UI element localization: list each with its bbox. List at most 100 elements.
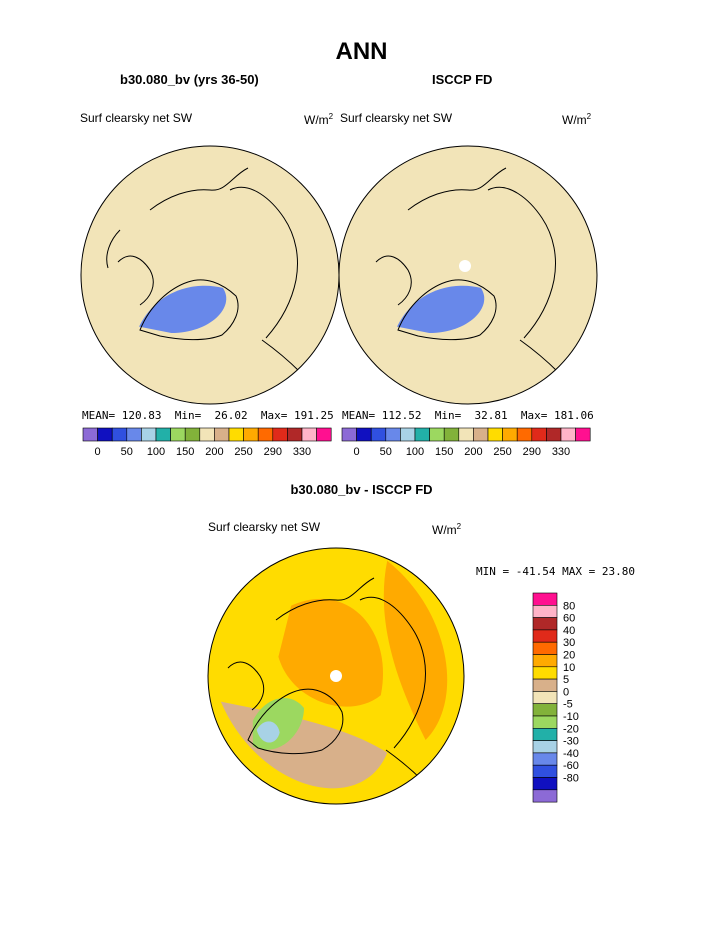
colorbar-tick-label: 200 <box>205 446 223 458</box>
colorbar-tick-label: 290 <box>523 446 541 458</box>
colorbar-tick-label: -80 <box>563 773 579 785</box>
colorbar-cell <box>141 427 157 442</box>
colorbar-cell <box>458 427 474 442</box>
colorbar-tick-label: -60 <box>563 760 579 772</box>
colorbar-cell <box>516 427 533 442</box>
colorbar-cell <box>97 427 113 442</box>
colorbar-tick-label: 0 <box>95 446 101 458</box>
colorbar-tick-label: 330 <box>552 446 570 458</box>
colorbar-cell <box>287 427 303 442</box>
colorbar-cell <box>414 427 430 442</box>
colorbar-tick-label: 20 <box>563 650 575 662</box>
colorbar-cell <box>532 629 558 643</box>
colorbar-cell <box>532 764 558 778</box>
colorbar-cell <box>575 427 591 442</box>
map-zone-north-pacific <box>383 560 448 740</box>
panel3-stats: MIN = -41.54 MAX = 23.80 <box>476 565 635 578</box>
colorbar-cell <box>531 427 547 442</box>
colorbar-cell <box>341 427 357 442</box>
colorbar-tick-label: 30 <box>563 637 575 649</box>
colorbar-tick-label: 290 <box>264 446 282 458</box>
colorbar-cell <box>532 691 558 705</box>
panel3-map-border <box>207 547 465 805</box>
map-zone-greenland <box>139 285 227 334</box>
colorbar-cell <box>532 604 558 618</box>
panel1-stats: MEAN= 120.83 Min= 26.02 Max= 191.25 <box>82 409 334 422</box>
colorbar-cell <box>385 427 401 442</box>
panel2-map-border <box>338 145 598 405</box>
panel2-stats: MEAN= 112.52 Min= 32.81 Max= 181.06 <box>342 409 594 422</box>
colorbar-tick-label: 0 <box>354 446 360 458</box>
colorbar-cell <box>532 777 558 791</box>
colorbar-cell <box>228 427 244 442</box>
colorbar-cell <box>400 427 416 442</box>
panel2-variable: Surf clearsky net SW <box>340 111 453 125</box>
colorbar-cell <box>532 617 558 631</box>
colorbar-tick-label: 5 <box>563 674 569 686</box>
colorbar-cell <box>502 427 518 442</box>
colorbar-tick-label: 10 <box>563 662 575 674</box>
colorbar-tick-label: 40 <box>563 625 575 637</box>
colorbar-cell <box>370 427 387 442</box>
colorbar-cell <box>532 654 558 668</box>
map-zone-central-arctic <box>278 598 383 707</box>
colorbar-cell <box>214 427 230 442</box>
panel1-variable: Surf clearsky net SW <box>80 111 193 125</box>
colorbar-cell <box>473 427 489 442</box>
panel2-subtitle: ISCCP FD <box>432 72 493 87</box>
panel2-map <box>339 146 597 404</box>
colorbar-tick-label: 80 <box>563 600 575 612</box>
colorbar-cell <box>532 789 558 803</box>
map-zone-outer-rim <box>339 146 597 404</box>
panel1-units: W/m2 <box>304 112 334 127</box>
colorbar-tick-label: -30 <box>563 736 579 748</box>
colorbar-tick-label: 150 <box>176 446 194 458</box>
panel1-subtitle: b30.080_bv (yrs 36-50) <box>120 72 259 87</box>
colorbar-cell <box>155 427 171 442</box>
colorbar-cell <box>443 427 460 442</box>
panel3-subtitle: b30.080_bv - ISCCP FD <box>290 482 433 497</box>
colorbar-tick-label: 200 <box>464 446 482 458</box>
colorbar-tick-label: 250 <box>234 446 252 458</box>
map-zone-greenland <box>397 285 485 334</box>
panel2-coastlines <box>375 167 559 373</box>
colorbar-cell <box>532 592 558 606</box>
colorbar-cell <box>429 427 445 442</box>
map-zone-outer-rim <box>81 146 339 404</box>
colorbar-tick-label: 250 <box>493 446 511 458</box>
page-title: ANN <box>335 38 388 65</box>
panel3-variable: Surf clearsky net SW <box>208 520 321 534</box>
colorbar-cell <box>532 666 558 680</box>
colorbar-tick-label: 100 <box>406 446 424 458</box>
colorbar-cell <box>532 715 558 729</box>
panel3-pole-hole <box>330 670 342 682</box>
panel2-pole-hole <box>459 260 471 272</box>
panel1-coastlines <box>106 167 301 373</box>
panel1-map <box>81 146 339 404</box>
colorbar-cell <box>532 678 558 692</box>
colorbar-tick-label: 50 <box>380 446 392 458</box>
colorbar-cell <box>126 427 142 442</box>
colorbar-cell <box>532 703 558 717</box>
colorbar-tick-label: 60 <box>563 613 575 625</box>
colorbar-cell <box>257 427 274 442</box>
colorbar-cell <box>301 427 317 442</box>
colorbar-cell <box>170 427 186 442</box>
colorbar-cell <box>199 427 215 442</box>
colorbar-tick-label: -10 <box>563 711 579 723</box>
colorbar-cell <box>532 641 558 655</box>
colorbar-tick-label: -40 <box>563 748 579 760</box>
map-zone-labrador-sea <box>256 721 280 743</box>
panel2-colorbar: 0 50 100 150 200 250 290 330 <box>341 427 591 458</box>
colorbar-cell <box>111 427 128 442</box>
colorbar-tick-label: 330 <box>293 446 311 458</box>
colorbar-tick-label: 100 <box>147 446 165 458</box>
colorbar-cell <box>316 427 332 442</box>
panel3-units: W/m2 <box>432 522 462 537</box>
colorbar-cell <box>532 740 558 754</box>
panel1-colorbar: 0 50 100 150 200 250 290 330 <box>82 427 332 458</box>
colorbar-cell <box>82 427 98 442</box>
colorbar-tick-label: 150 <box>435 446 453 458</box>
